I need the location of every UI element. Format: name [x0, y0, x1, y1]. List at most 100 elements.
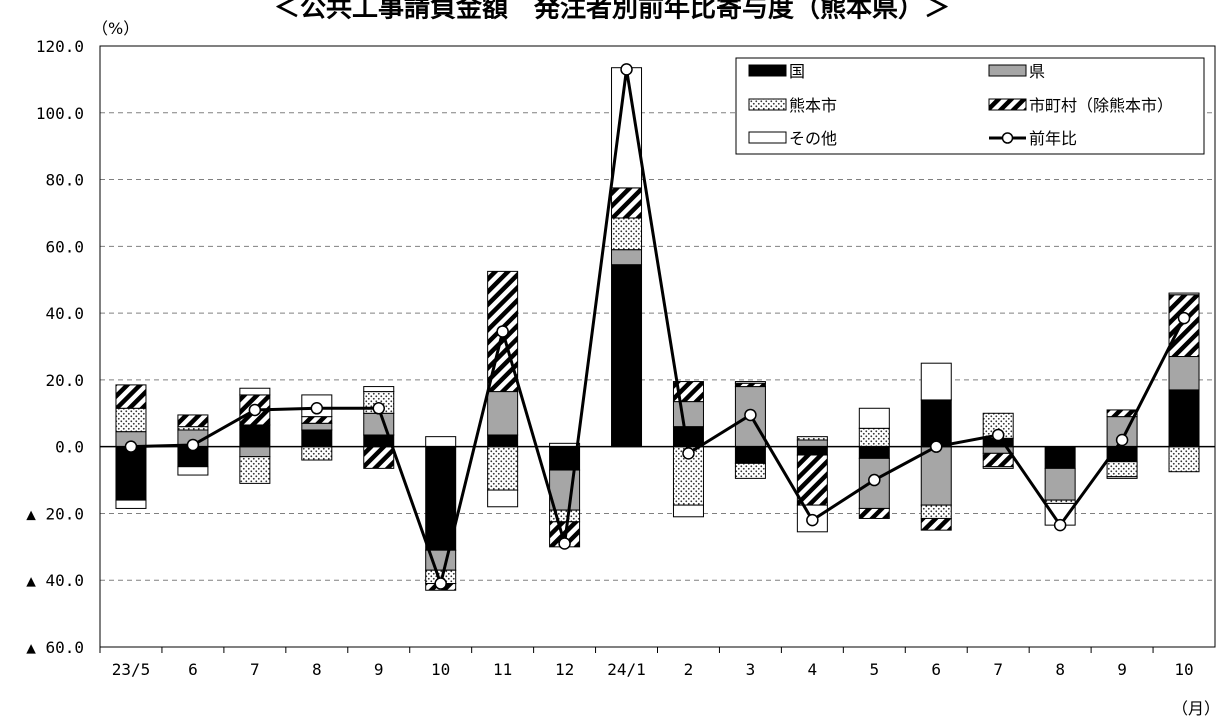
- y-tick-label: 60.0: [45, 237, 84, 256]
- x-tick-label: 24/1: [607, 660, 646, 679]
- bar-segment: [363, 386, 395, 393]
- x-tick-label: 11: [493, 660, 512, 679]
- x-tick-label: 23/5: [112, 660, 151, 679]
- x-tick-label: 12: [555, 660, 574, 679]
- line-point: [744, 408, 757, 422]
- bar-segment: [672, 401, 704, 428]
- bar-segment: [796, 454, 828, 506]
- line-point: [620, 63, 633, 76]
- x-tick-label: 6: [931, 660, 941, 679]
- bar-segment: [177, 414, 209, 428]
- bar-segment: [425, 436, 457, 448]
- y-axis-label: （%）: [92, 19, 139, 38]
- bar-segment: [239, 446, 271, 458]
- bar-segment: [487, 391, 519, 436]
- line-point: [1177, 311, 1191, 325]
- bar-segment: [301, 416, 333, 424]
- line-point: [248, 403, 262, 417]
- legend-label: 県: [1029, 62, 1045, 81]
- line-point: [1053, 518, 1067, 532]
- bar-segment: [115, 407, 147, 433]
- line-point: [186, 438, 200, 452]
- bar-segment: [363, 412, 395, 436]
- line-point: [372, 402, 385, 415]
- chart-title: ＜公共工事請負金額 発注者別前年比寄与度（熊本県）＞: [274, 0, 950, 23]
- line-point: [434, 577, 447, 590]
- line-point: [806, 513, 819, 527]
- legend-swatch: [748, 131, 787, 144]
- x-tick-label: 9: [1117, 660, 1127, 679]
- y-tick-label: 40.0: [45, 304, 84, 323]
- bar-segment: [177, 426, 209, 431]
- bar-segment: [982, 466, 1014, 469]
- x-axis-label: （月）: [1172, 699, 1220, 718]
- x-tick-label: 6: [188, 660, 198, 679]
- legend-swatch: [748, 98, 787, 111]
- line-point: [558, 537, 571, 550]
- y-tick-label: 120.0: [36, 37, 84, 56]
- x-tick-label: 8: [1055, 660, 1065, 679]
- legend-label: 市町村（除熊本市）: [1029, 96, 1173, 115]
- bar-segment: [920, 446, 952, 506]
- bar-segment: [1168, 389, 1200, 448]
- bar-segment: [487, 489, 519, 508]
- x-tick-label: 7: [993, 660, 1003, 679]
- bar-segment: [920, 504, 952, 519]
- bar-segment: [115, 384, 147, 409]
- line-point: [868, 473, 881, 487]
- bar-segment: [920, 517, 952, 531]
- bar-segment: [734, 462, 766, 479]
- bar-segment: [301, 422, 333, 431]
- bar-segment: [796, 436, 828, 441]
- bar-segment: [858, 446, 890, 459]
- bar-segment: [734, 446, 766, 464]
- x-tick-label: 3: [746, 660, 756, 679]
- y-tick-label: ▲ 20.0: [26, 504, 84, 523]
- x-tick-label: 8: [312, 660, 322, 679]
- bar-segment: [301, 429, 333, 448]
- bar-segment: [672, 426, 704, 448]
- bar-segment: [858, 427, 890, 448]
- bar-segment: [177, 466, 209, 476]
- bar-segment: [1168, 356, 1200, 391]
- bar-segment: [672, 504, 704, 518]
- y-tick-label: ▲ 60.0: [26, 638, 84, 657]
- bar-segment: [920, 399, 952, 448]
- legend-swatch: [988, 64, 1027, 77]
- bar-segment: [982, 452, 1014, 468]
- y-tick-label: ▲ 40.0: [26, 571, 84, 590]
- line-point: [1115, 433, 1129, 447]
- legend-swatch: [748, 64, 787, 77]
- bar-segment: [1168, 294, 1200, 358]
- legend-label: 熊本市: [789, 96, 837, 115]
- bar-segment: [734, 381, 766, 384]
- bar-segment: [1106, 409, 1138, 418]
- x-tick-label: 10: [1174, 660, 1193, 679]
- bar-segment: [1106, 476, 1138, 479]
- bar-segment: [239, 456, 271, 484]
- bar-segment: [301, 446, 333, 461]
- y-tick-label: 0.0: [55, 438, 84, 457]
- y-tick-label: 80.0: [45, 171, 84, 190]
- bar-segment: [1168, 292, 1200, 296]
- line-point: [682, 447, 695, 460]
- bar-segment: [796, 439, 828, 448]
- bar-segment: [920, 362, 952, 401]
- bar-segment: [611, 264, 643, 448]
- legend-label: その他: [789, 129, 837, 148]
- bar-segment: [363, 446, 395, 469]
- bar-segment: [1044, 467, 1076, 501]
- legend-label: 国: [789, 62, 805, 81]
- x-tick-label: 4: [808, 660, 818, 679]
- legend-box: [735, 57, 1205, 155]
- y-tick-label: 100.0: [36, 104, 84, 123]
- bar-segment: [1044, 499, 1076, 504]
- bar-segment: [796, 446, 828, 456]
- bar-segment: [611, 187, 643, 219]
- series-line: [130, 69, 1186, 589]
- line-point: [310, 402, 324, 415]
- legend-swatch: [988, 98, 1027, 111]
- x-tick-label: 9: [374, 660, 384, 679]
